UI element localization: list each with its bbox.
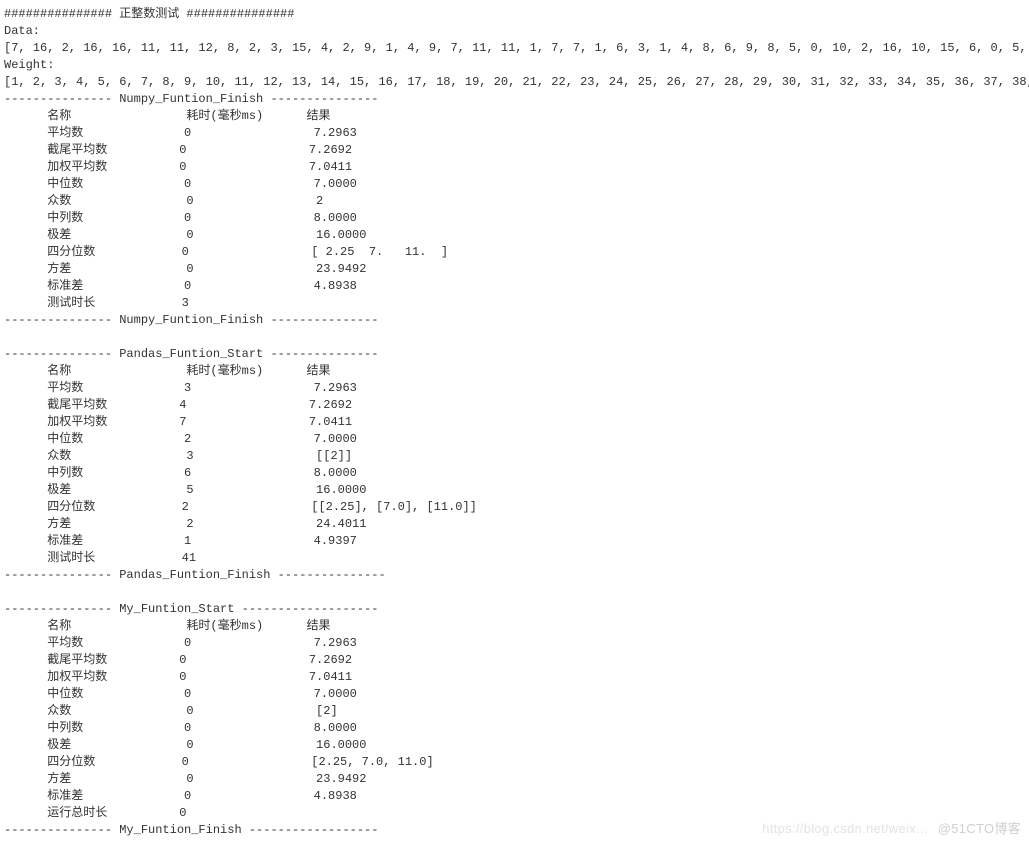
- console-output: ############### 正整数测试 ############### Da…: [0, 0, 1029, 845]
